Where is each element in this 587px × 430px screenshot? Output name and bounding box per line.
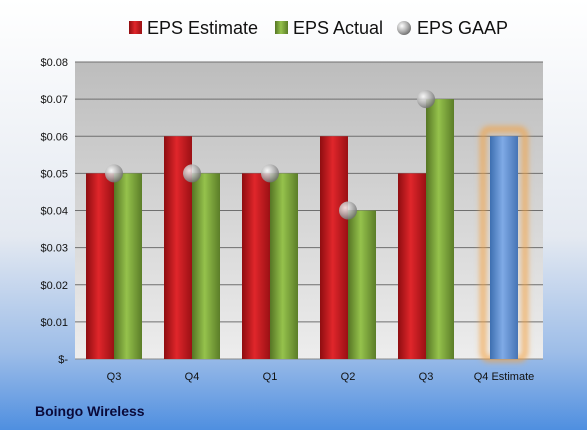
- gaap-markers: [105, 90, 435, 220]
- x-tick-label: Q4 Estimate: [474, 371, 535, 383]
- legend-marker-gaap: [397, 21, 411, 35]
- x-axis: Q3 Q4 Q1 Q2 Q3 Q4 Estimate: [107, 371, 535, 383]
- legend-label-actual: EPS Actual: [293, 18, 383, 38]
- y-tick-label: $0.03: [40, 243, 68, 255]
- gaap-marker: [183, 164, 201, 183]
- legend-label-estimate: EPS Estimate: [147, 18, 258, 38]
- legend-label-gaap: EPS GAAP: [417, 18, 508, 38]
- legend-item-actual: EPS Actual: [275, 18, 383, 38]
- x-tick-label: Q4: [185, 371, 200, 383]
- x-tick-label: Q1: [263, 371, 278, 383]
- y-tick-label: $-: [58, 354, 68, 366]
- bar-eps-estimate: [398, 173, 426, 359]
- y-axis: $- $0.01 $0.02 $0.03 $0.04 $0.05 $0.06 $0.07 $0.…: [40, 57, 543, 366]
- bar-eps-actual: [192, 173, 220, 359]
- x-tick-label: Q3: [419, 371, 434, 383]
- y-tick-label: $0.05: [40, 168, 68, 180]
- bar-eps-actual: [114, 173, 142, 359]
- y-tick-label: $0.08: [40, 57, 68, 69]
- legend-swatch-actual: [275, 21, 288, 34]
- x-tick-label: Q3: [107, 371, 122, 383]
- gaap-marker: [105, 164, 123, 183]
- bars: [86, 99, 528, 362]
- bar-eps-actual: [348, 210, 376, 359]
- bar-eps-actual: [426, 99, 454, 359]
- bar-eps-actual: [270, 173, 298, 359]
- gaap-marker: [261, 164, 279, 183]
- legend-item-estimate: EPS Estimate: [129, 18, 258, 38]
- y-tick-label: $0.04: [40, 206, 68, 218]
- y-tick-label: $0.01: [40, 317, 68, 329]
- y-tick-label: $0.07: [40, 94, 68, 106]
- x-tick-label: Q2: [341, 371, 356, 383]
- grid-lines: [75, 61, 543, 323]
- y-tick-label: $0.06: [40, 131, 68, 143]
- gaap-marker: [339, 201, 357, 220]
- gaap-marker: [417, 90, 435, 109]
- bar-eps-estimate: [242, 173, 270, 359]
- legend: EPS Estimate EPS Actual EPS GAAP: [129, 18, 508, 38]
- bar-q4-estimate: [490, 136, 518, 359]
- y-tick-label: $0.02: [40, 280, 68, 292]
- legend-swatch-estimate: [129, 21, 142, 34]
- legend-item-gaap: EPS GAAP: [397, 18, 508, 38]
- bar-eps-estimate: [320, 136, 348, 359]
- bar-eps-estimate: [86, 173, 114, 359]
- company-label: Boingo Wireless: [35, 403, 145, 419]
